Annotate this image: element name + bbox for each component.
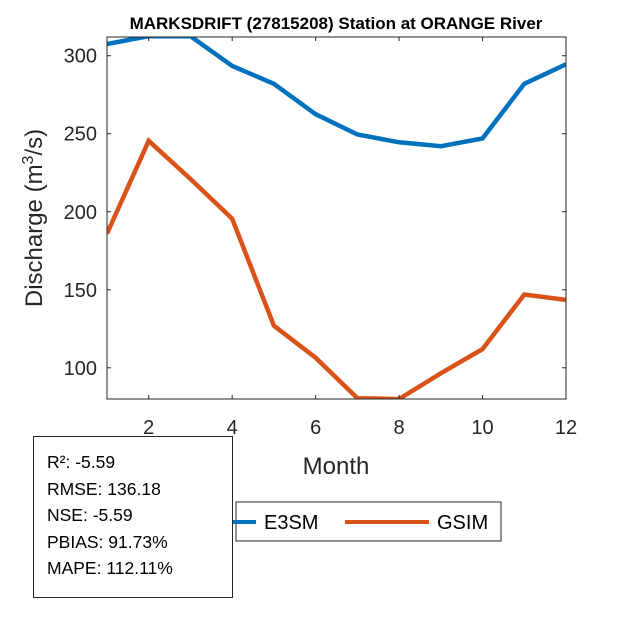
metric-nse: NSE: -5.59 — [47, 505, 133, 525]
y-tick-label: 150 — [64, 280, 97, 302]
x-tick-label: 2 — [143, 417, 154, 439]
series-line-e3sm — [107, 37, 566, 149]
x-tick-label: 10 — [471, 417, 493, 439]
x-axis-label: Month — [303, 453, 370, 480]
x-tick-label: 4 — [227, 417, 238, 439]
axes: 2 4 6 8 10 12 100 150 200 250 300 — [64, 36, 577, 439]
y-tick-label: 300 — [64, 46, 97, 68]
y-axis-label-tail: /s) — [21, 129, 48, 156]
metric-rmse: RMSE: 136.18 — [47, 478, 161, 499]
metric-mape: MAPE: 112.11% — [47, 558, 173, 578]
x-tick-label: 12 — [555, 417, 577, 439]
chart-title: MARKSDRIFT (27815208) Station at ORANGE … — [130, 14, 543, 33]
series-line-gsim — [107, 137, 566, 399]
y-tick-label: 250 — [64, 124, 97, 146]
x-tick-label: 8 — [394, 417, 405, 439]
axes-box — [106, 36, 567, 400]
y-tick-label: 200 — [64, 202, 97, 224]
metric-pbias: PBIAS: 91.73% — [47, 531, 168, 552]
y-axis-label-sup: 3 — [20, 155, 37, 164]
legend: E3SM GSIM — [205, 501, 502, 542]
y-axis-label-base: Discharge (m — [21, 164, 48, 307]
y-axis-label: Discharge (m3/s) — [20, 129, 48, 307]
x-tick-label: 6 — [310, 417, 321, 439]
plot-area — [107, 37, 566, 399]
legend-label-e3sm: E3SM — [264, 512, 318, 534]
y-tick-label: 100 — [64, 358, 97, 380]
legend-label-gsim: GSIM — [437, 512, 488, 534]
metric-r2: R²: -5.59 — [47, 452, 116, 472]
metrics-box: R²: -5.59 RMSE: 136.18 NSE: -5.59 PBIAS:… — [33, 436, 233, 598]
